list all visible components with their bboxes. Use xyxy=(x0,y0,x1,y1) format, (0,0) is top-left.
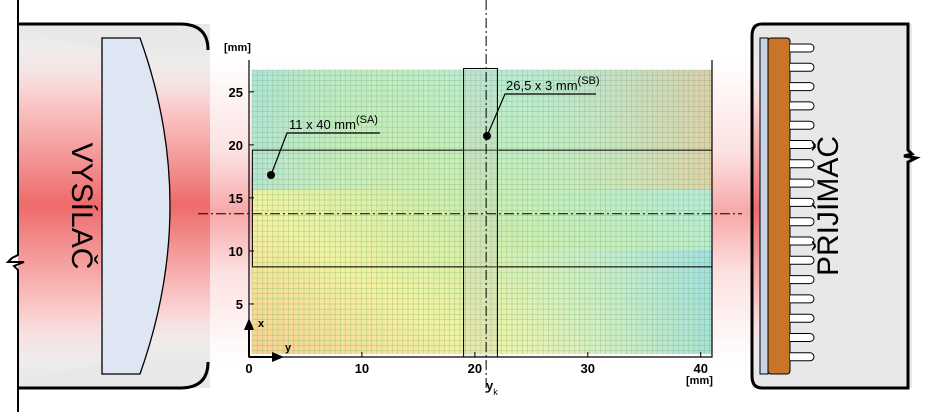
receiver-pin xyxy=(790,236,815,246)
transmitter-beam xyxy=(18,30,100,380)
yk-label: yk xyxy=(486,378,498,397)
receiver-window xyxy=(759,37,769,375)
receiver-pin xyxy=(790,217,815,227)
receiver-pin xyxy=(790,197,815,207)
yk-main: y xyxy=(486,378,494,393)
x-tick-label: 10 xyxy=(355,361,369,376)
sb-text: 26,5 x 3 mm xyxy=(506,78,578,93)
sa-leader xyxy=(270,132,380,176)
y-tick-label: 10 xyxy=(229,244,243,259)
receiver-pin xyxy=(790,313,815,323)
y-tick-label: 15 xyxy=(229,191,243,206)
receiver-pin xyxy=(790,159,815,169)
y-tick-label: 20 xyxy=(229,138,243,153)
sb-annotation: 26,5 x 3 mm(SB) xyxy=(506,75,600,93)
receiver-pin xyxy=(790,43,815,53)
transmitter-unit: VYSÍLAČ xyxy=(5,0,210,412)
axis-frame xyxy=(248,60,713,358)
receiver-pin xyxy=(790,294,815,304)
annotation-sb: 26,5 x 3 mm(SB) xyxy=(483,75,600,140)
sa-annotation: 11 x 40 mm(SA) xyxy=(289,114,378,132)
transmitter-wall-break xyxy=(5,0,25,412)
receiver-pin xyxy=(790,333,815,342)
x-axis-arrow-label: x xyxy=(258,318,265,330)
y-tick-label: 25 xyxy=(229,85,243,100)
y-axis-arrow-label: y xyxy=(285,342,292,354)
receiver-pin xyxy=(790,120,815,130)
yk-sub: k xyxy=(493,387,498,397)
heatmap-top-tint xyxy=(252,70,712,190)
receiver-pin xyxy=(790,178,815,188)
sa-text: 11 x 40 mm xyxy=(289,117,356,132)
x-tick-label: 30 xyxy=(581,361,595,376)
sa-sup: (SA) xyxy=(356,114,378,126)
receiver-label: PŘIJÍMAČ xyxy=(811,136,845,276)
receiver-sensor-strip xyxy=(767,37,791,375)
receiver-unit: PŘIJÍMAČ xyxy=(750,22,921,390)
x-unit-label: [mm] xyxy=(686,375,713,387)
axis-ticks: 5 10 15 20 25 0 10 20 30 40 xyxy=(229,85,708,376)
sb-leader xyxy=(486,93,596,137)
region-sb xyxy=(463,67,498,358)
y-tick-label: 5 xyxy=(236,297,243,312)
coordinate-arrows: x y xyxy=(244,318,292,362)
transmitter-housing-bottom xyxy=(18,361,210,390)
receiver-pin xyxy=(790,82,815,92)
annotation-sa: 11 x 40 mm(SA) xyxy=(267,114,380,179)
x-tick-label: 40 xyxy=(693,361,707,376)
receiver-pin xyxy=(790,255,815,265)
receiver-pin xyxy=(790,140,815,149)
transmitter-lens xyxy=(101,37,171,375)
transmitter-housing-top xyxy=(18,22,210,51)
x-tick-label: 0 xyxy=(245,361,252,376)
transmitter-label: VYSÍLAČ xyxy=(65,143,99,270)
x-tick-label: 20 xyxy=(468,361,482,376)
receiver-pin xyxy=(790,62,815,72)
sb-sup: (SB) xyxy=(578,75,600,87)
receiver-pin xyxy=(790,275,815,285)
heatmap-bottom-right-tint xyxy=(470,250,712,354)
receiver-pins xyxy=(790,43,815,362)
receiver-pin xyxy=(790,352,815,362)
receiver-housing-outline xyxy=(750,22,921,390)
y-unit-label: [mm] xyxy=(224,42,251,54)
receiver-pin xyxy=(790,101,815,111)
